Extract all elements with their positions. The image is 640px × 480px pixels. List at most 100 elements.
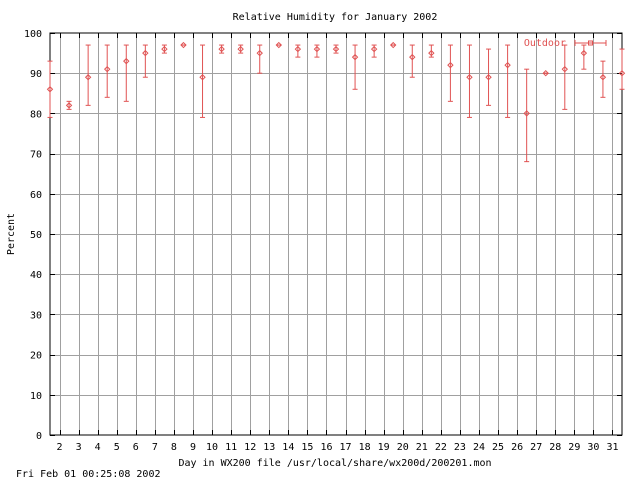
data-marker: [599, 74, 607, 81]
data-marker: [542, 69, 549, 77]
data-marker: [313, 45, 321, 53]
y-tick-label: 60: [30, 190, 42, 201]
data-marker: [580, 49, 588, 57]
x-tick-label: 19: [378, 442, 390, 453]
data-point-day-5: [123, 44, 130, 102]
x-tick-label: 28: [549, 442, 561, 453]
data-marker: [199, 74, 206, 81]
data-marker: [447, 61, 454, 69]
data-marker: [466, 74, 473, 81]
data-point-day-14: [294, 44, 302, 58]
data-marker: [180, 41, 187, 49]
data-point-day-31: [618, 48, 626, 90]
data-point-day-29: [580, 44, 588, 70]
x-tick-label: 2: [57, 442, 63, 453]
y-tick-label: 40: [30, 270, 42, 281]
legend-swatch-marker: [588, 40, 593, 46]
data-point-day-19: [389, 41, 397, 49]
data-marker: [389, 41, 397, 49]
x-tick-label: 18: [359, 442, 371, 453]
x-tick-labels: 2 3 4 5 6 7 8 9 10 11 12 13 14 15 16 17 18 19 20 21 22 23 24 25…: [57, 442, 619, 453]
data-marker: [504, 61, 511, 69]
x-tick-label: 4: [95, 442, 101, 453]
data-point-day-26: [523, 68, 530, 163]
x-tick-label: 22: [435, 442, 447, 453]
chart-title: Relative Humidity for January 2002: [233, 12, 438, 23]
x-tick-label: 23: [454, 442, 466, 453]
data-marker: [65, 102, 73, 109]
x-tick-label: 16: [320, 442, 332, 453]
data-point-day-2: [65, 100, 73, 110]
y-axis-label: Percent: [6, 213, 17, 255]
data-marker: [46, 86, 54, 93]
x-tick-label: 11: [225, 442, 237, 453]
data-point-day-1: [46, 60, 54, 118]
x-tick-label: 10: [206, 442, 218, 453]
data-marker: [351, 53, 359, 61]
data-marker: [294, 45, 302, 53]
data-point-day-4: [103, 44, 111, 98]
data-marker: [123, 57, 130, 65]
data-marker: [84, 74, 92, 81]
y-tick-label: 0: [36, 431, 42, 442]
data-point-day-28: [561, 44, 569, 110]
series-outdoor: [46, 41, 626, 163]
y-tick-labels: 0 10 20 30 40 50 60 70 80 90 100: [24, 29, 42, 442]
x-axis-label: Day in WX200 file /usr/local/share/wx200…: [178, 458, 491, 469]
x-tick-label: 31: [606, 442, 618, 453]
data-point-day-3: [84, 44, 92, 106]
x-tick-label: 6: [133, 442, 139, 453]
y-tick-label: 20: [30, 351, 42, 362]
x-tick-label: 12: [244, 442, 256, 453]
x-tick-label: 7: [152, 442, 158, 453]
data-marker: [370, 45, 378, 53]
data-marker: [256, 49, 263, 57]
data-marker: [523, 110, 530, 117]
data-point-day-30: [599, 60, 607, 98]
y-tick-label: 50: [30, 230, 42, 241]
data-point-day-12: [256, 44, 263, 74]
x-tick-label: 17: [340, 442, 352, 453]
y-tick-label: 100: [24, 29, 42, 40]
data-marker: [103, 65, 111, 73]
data-marker: [275, 41, 283, 49]
data-point-day-24: [485, 48, 492, 106]
x-tick-label: 21: [416, 442, 428, 453]
x-tick-label: 27: [530, 442, 542, 453]
data-marker: [618, 69, 626, 77]
data-point-day-10: [218, 44, 225, 54]
legend-label-outdoor: Outdoor: [524, 38, 566, 49]
x-tick-label: 26: [511, 442, 523, 453]
x-tick-label: 24: [473, 442, 485, 453]
x-tick-label: 14: [282, 442, 294, 453]
data-point-day-27: [542, 69, 549, 77]
y-tick-label: 30: [30, 310, 42, 321]
data-point-day-8: [180, 41, 187, 49]
x-tick-label: 15: [301, 442, 313, 453]
data-point-day-16: [332, 44, 340, 54]
data-marker: [428, 49, 435, 57]
data-point-day-21: [428, 44, 435, 58]
x-tick-label: 3: [76, 442, 82, 453]
data-marker: [161, 45, 168, 53]
data-point-day-20: [409, 44, 416, 78]
legend: Outdoor: [524, 38, 607, 49]
y-tick-label: 90: [30, 69, 42, 80]
data-point-day-7: [161, 44, 168, 54]
x-tick-label: 5: [114, 442, 120, 453]
x-tick-label: 29: [568, 442, 580, 453]
data-point-day-22: [447, 44, 454, 102]
data-point-day-23: [466, 44, 473, 118]
x-tick-label: 8: [171, 442, 177, 453]
data-point-day-25: [504, 44, 511, 118]
x-tick-label: 13: [263, 442, 275, 453]
y-tick-label: 80: [30, 109, 42, 120]
data-marker: [237, 45, 244, 53]
data-marker: [561, 65, 569, 73]
data-marker: [218, 45, 225, 53]
x-tick-label: 20: [397, 442, 409, 453]
data-marker: [142, 49, 149, 57]
y-tick-label: 10: [30, 391, 42, 402]
